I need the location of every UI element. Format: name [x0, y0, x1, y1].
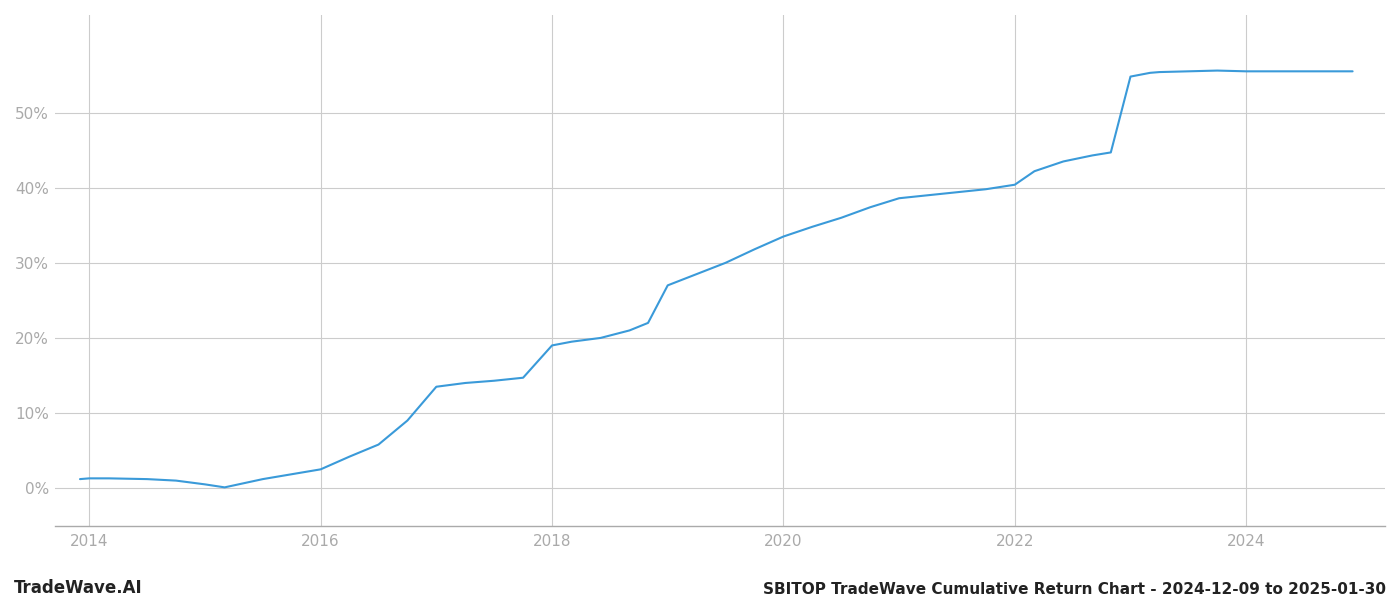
Text: SBITOP TradeWave Cumulative Return Chart - 2024-12-09 to 2025-01-30: SBITOP TradeWave Cumulative Return Chart…	[763, 582, 1386, 597]
Text: TradeWave.AI: TradeWave.AI	[14, 579, 143, 597]
